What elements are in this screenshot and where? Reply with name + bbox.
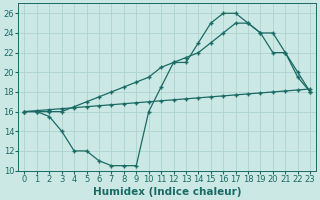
X-axis label: Humidex (Indice chaleur): Humidex (Indice chaleur) xyxy=(93,187,242,197)
